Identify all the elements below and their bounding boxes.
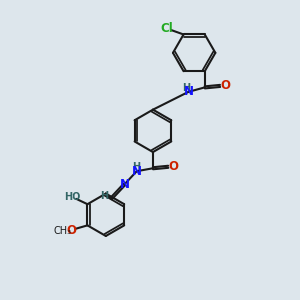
Text: HO: HO — [64, 191, 81, 202]
Text: O: O — [169, 160, 178, 173]
Text: H: H — [132, 162, 140, 172]
Text: CH₃: CH₃ — [53, 226, 71, 236]
Text: H: H — [100, 190, 109, 201]
Text: N: N — [184, 85, 194, 98]
Text: Cl: Cl — [160, 22, 173, 35]
Text: N: N — [120, 178, 130, 191]
Text: O: O — [220, 80, 230, 92]
Text: N: N — [132, 165, 142, 178]
Text: H: H — [182, 83, 190, 93]
Text: O: O — [67, 224, 76, 237]
